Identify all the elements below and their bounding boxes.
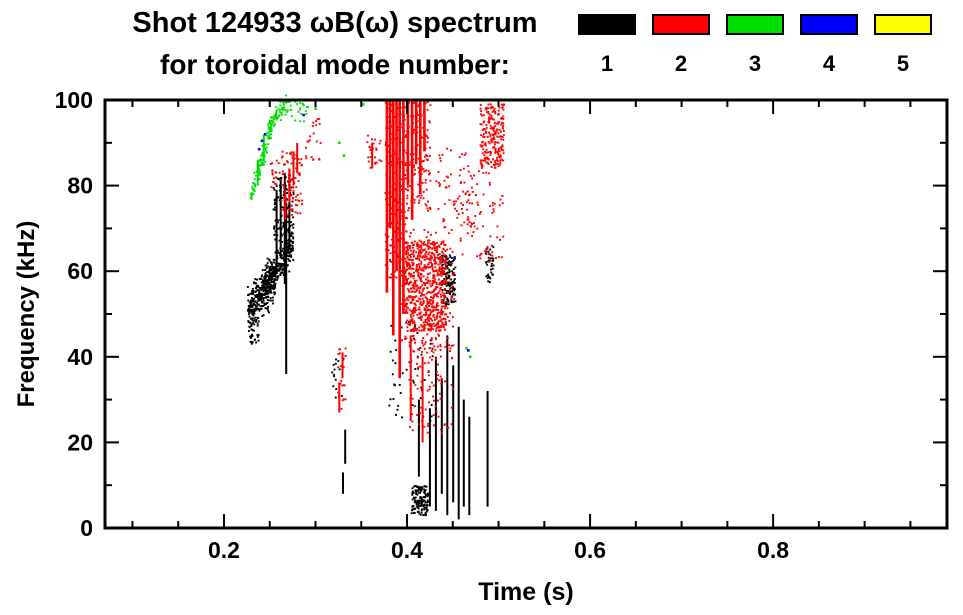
legend-label: 2 xyxy=(674,51,688,76)
legend-swatch xyxy=(800,14,858,35)
legend-label: 3 xyxy=(748,51,762,76)
legend-swatch xyxy=(652,14,710,35)
figure-titles: Shot 124933 ωB(ω) spectrum for toroidal … xyxy=(100,4,570,84)
legend-swatch xyxy=(726,14,784,35)
legend-swatch xyxy=(578,14,636,35)
chart-title: Shot 124933 ωB(ω) spectrum xyxy=(132,7,538,39)
legend-item-mode-1: 1 xyxy=(578,14,636,77)
legend-label: 4 xyxy=(822,51,836,76)
series-mode-2 xyxy=(269,100,505,443)
y-tick-label: 100 xyxy=(55,87,93,113)
x-tick-label: 0.2 xyxy=(208,537,240,563)
series-mode-1 xyxy=(246,168,495,520)
x-tick-label: 0.6 xyxy=(574,537,606,563)
y-tick-label: 20 xyxy=(67,429,93,455)
y-tick-label: 0 xyxy=(80,515,93,541)
axes xyxy=(103,98,949,530)
chart-subtitle: for toroidal mode number: xyxy=(160,49,510,81)
x-tick-label: 0.8 xyxy=(757,537,789,563)
legend-label: 5 xyxy=(896,51,910,76)
x-axis-label: Time (s) xyxy=(478,578,574,606)
y-tick-label: 80 xyxy=(67,173,93,199)
legend-item-mode-5: 5 xyxy=(874,14,932,77)
y-axis-label: Frequency (kHz) xyxy=(13,220,40,408)
y-tick-label: 60 xyxy=(67,258,93,284)
x-tick-label: 0.4 xyxy=(391,537,423,563)
mode-number-legend: 1 2 3 4 5 xyxy=(578,14,932,77)
legend-item-mode-4: 4 xyxy=(800,14,858,77)
legend-label: 1 xyxy=(600,51,614,76)
series-mode-4 xyxy=(257,113,470,352)
legend-item-mode-3: 3 xyxy=(726,14,784,77)
legend-item-mode-2: 2 xyxy=(652,14,710,77)
legend-swatch xyxy=(874,14,932,35)
y-tick-label: 40 xyxy=(67,344,93,370)
